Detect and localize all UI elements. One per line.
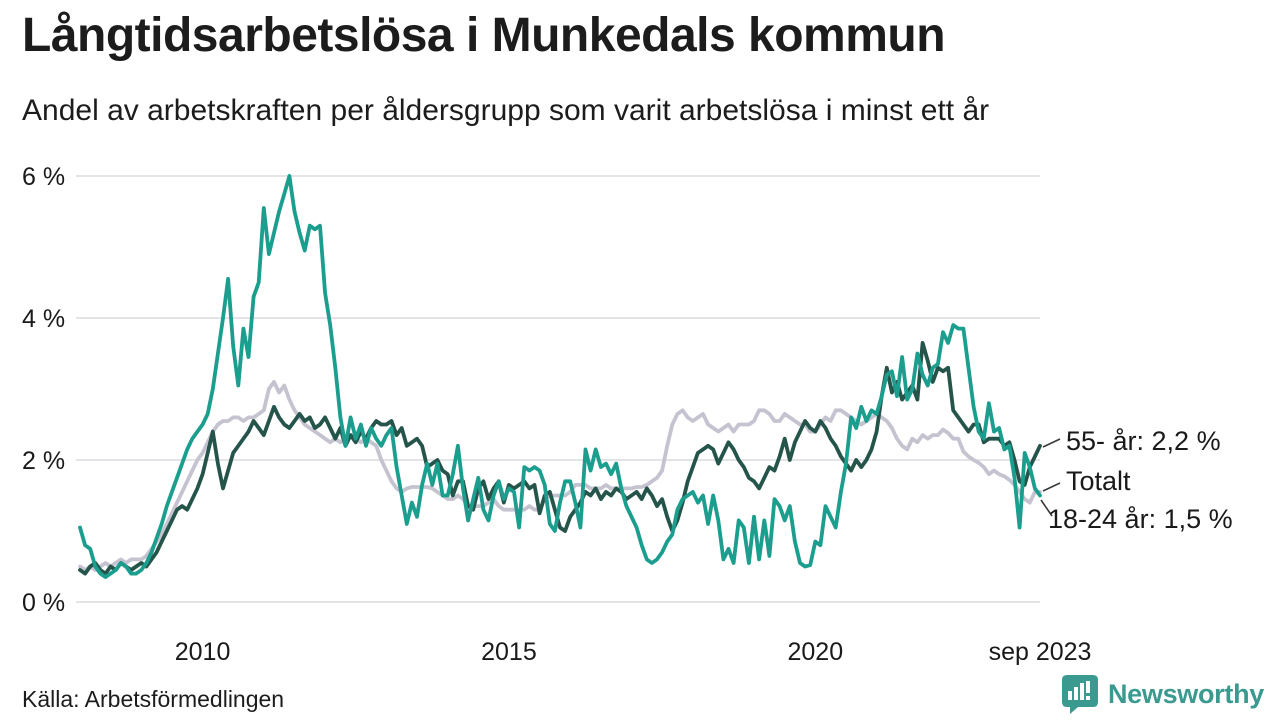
series-end-label-totalt: Totalt xyxy=(1066,466,1131,496)
series-end-label-age1824: 18-24 år: 1,5 % xyxy=(1048,504,1233,534)
chart-title: Långtidsarbetslösa i Munkedals kommun xyxy=(22,9,946,62)
newsworthy-logo: Newsworthy xyxy=(1061,674,1264,714)
y-axis-tick-label: 4 % xyxy=(22,305,65,333)
x-axis-tick-label: 2020 xyxy=(788,638,844,666)
y-axis-tick-label: 6 % xyxy=(22,163,65,191)
logo-exclamation-stem xyxy=(1085,681,1090,693)
series-line-age1824 xyxy=(78,174,1042,579)
newsworthy-logo-text: Newsworthy xyxy=(1107,678,1264,709)
annotation-leader-age1824 xyxy=(1040,499,1053,517)
annotation-leader-totalt xyxy=(1042,482,1061,492)
logo-bar-medium xyxy=(1073,687,1078,700)
logo-bar-small xyxy=(1067,691,1072,700)
x-axis-tick-label: 2010 xyxy=(175,638,231,666)
x-axis-tick-label: 2015 xyxy=(481,638,537,666)
source-note: Källa: Arbetsförmedlingen xyxy=(22,686,285,712)
series-end-label-over55: 55- år: 2,2 % xyxy=(1066,426,1221,456)
logo-bar-large xyxy=(1079,683,1084,700)
logo-exclamation-dot xyxy=(1085,696,1090,700)
annotation-leader-over55 xyxy=(1042,438,1061,448)
series-line-over55 xyxy=(78,340,1042,576)
newsworthy-logo-icon xyxy=(1061,675,1098,714)
x-axis-tick-label: sep 2023 xyxy=(989,638,1092,666)
y-axis-tick-label: 0 % xyxy=(22,589,65,617)
chart-subtitle: Andel av arbetskraften per åldersgrupp s… xyxy=(22,94,990,127)
y-axis-tick-label: 2 % xyxy=(22,447,65,475)
series-line-totalt xyxy=(78,379,1042,572)
